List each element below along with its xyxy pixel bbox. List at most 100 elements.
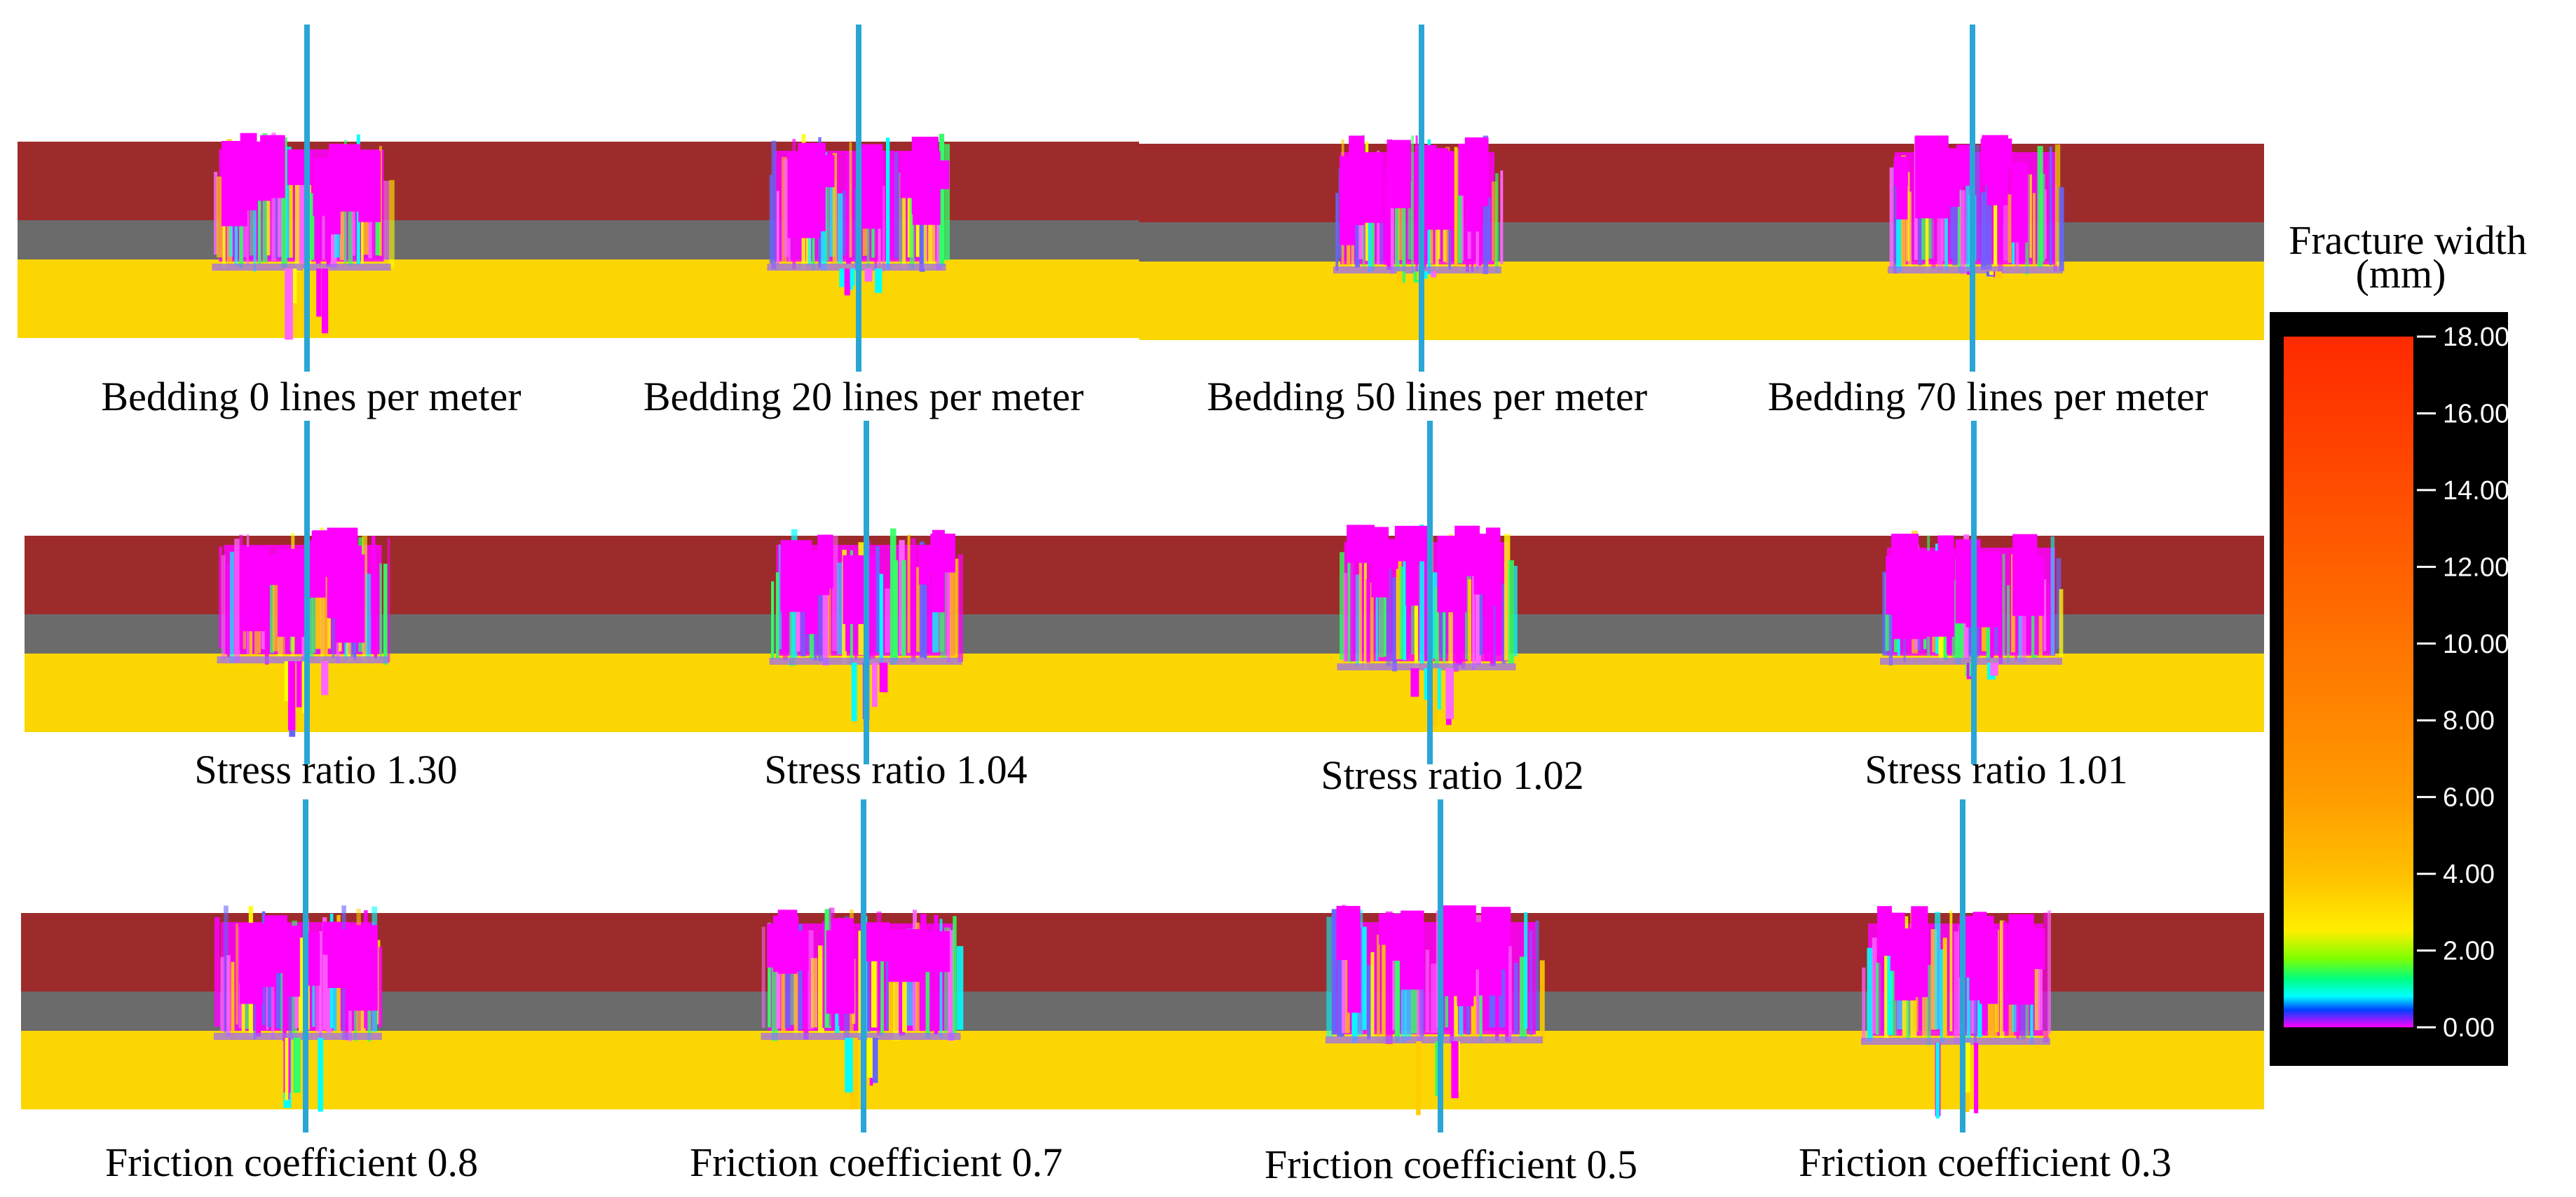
fracture-strand [2038,961,2043,1031]
fracture-strand [1504,534,1511,661]
fracture-tail [1435,1041,1438,1097]
fracture-strand [958,554,963,662]
fracture-strand [909,182,915,270]
fracture-network [1888,135,2064,278]
fracture-strand [387,538,390,663]
fracture-strand [781,966,786,1036]
fracture-tail [321,269,329,334]
layer-lower [1707,654,2264,732]
fracture-strand [953,916,957,1035]
fracture-strand [1893,163,1898,274]
fracture-tail [302,661,306,713]
fracture-network [1333,135,1504,285]
fracture-strand [1495,577,1501,656]
fracture-tail [318,1038,324,1112]
fracture-strand [1891,534,1919,605]
fracture-strand [226,564,231,658]
fracture-strand [326,190,331,267]
fracture-strand [1508,560,1514,665]
fracture-strand [1999,920,2005,1039]
legend-tick-label: 10.00 [2443,630,2509,659]
fracture-strand [899,965,906,1036]
fracture-strand [1920,550,1955,637]
legend-title: Fracture width [2289,217,2527,263]
fracture-strand [925,940,930,1039]
legend-tick-label: 0.00 [2443,1013,2495,1043]
fracture-strand [807,930,814,1030]
fracture-strand [1479,151,1482,266]
fracture-strand [313,530,330,567]
fracture-strand [1326,917,1333,1038]
fracture-strand [1966,926,1971,1042]
fracture-strand [1343,572,1347,662]
fracture-strand [772,915,799,972]
fracture-strand [1940,949,1945,1043]
fracture-strand [372,536,376,654]
fracture-strand [374,574,378,659]
fracture-strand [1452,562,1459,672]
fracture-strand [336,554,365,643]
fracture-strand [1419,953,1424,1037]
fracture-tail [879,663,888,693]
fracture-strand [790,952,795,1025]
fracture-strand [257,182,261,264]
fracture-tail [292,269,297,304]
fracture-tail [839,269,845,288]
fracture-strand [782,572,788,661]
fracture-strand [1985,140,1989,271]
fracture-strand [1419,525,1424,664]
fracture-strand [805,155,835,187]
fracture-strand [2047,910,2052,1034]
fracture-strand [817,571,824,661]
fracture-strand [901,560,906,656]
fracture-strand [1998,579,2003,664]
fracture-strand [876,911,882,1036]
fracture-strand [1529,930,1533,1036]
fracture-tail [1424,271,1428,279]
fracture-tail [850,269,855,286]
fracture-strand [916,567,922,652]
fracture-strand [322,180,325,260]
fracture-strand [1457,919,1474,1006]
fracture-strand [231,961,235,1041]
fracture-strand [1378,589,1384,658]
fracture-strand [1367,965,1373,1040]
fracture-strand [907,534,911,654]
fracture-strand [286,147,292,258]
fracture-strand [271,938,275,1039]
fracture-strand [2054,144,2061,266]
fracture-strand [2030,967,2033,1044]
fracture-strand [383,180,390,260]
fracture-strand [269,569,275,654]
legend-ticks: 18.00 16.00 14.00 12.00 10.00 8.00 6.00 4.00 2.0… [2417,323,2509,1043]
fracture-network [217,527,390,737]
panel-caption: Friction coefficient 0.5 [1265,1142,1637,1187]
panel-stress-1.01: Stress ratio 1.01 [1707,421,2264,792]
fracture-strand [2012,534,2038,569]
fracture-strand [239,534,243,651]
fracture-strand [1975,144,1980,260]
fracture-strand [1402,187,1406,272]
fracture-tail [1431,668,1438,727]
fracture-strand [312,561,316,654]
legend-unit: (mm) [2356,251,2446,297]
fracture-strand [322,548,328,663]
legend-colorbar [2284,337,2413,1027]
fracture-strand [1887,931,1893,1036]
fracture-strand [348,168,353,266]
fracture-tail [845,1038,853,1093]
fracture-strand [216,176,223,258]
fracture-strand [1505,909,1511,1042]
fracture-strand [817,534,833,589]
fracture-strand [1877,906,1893,956]
fracture-strand [831,535,838,651]
fracture-strand [1347,525,1375,563]
fracture-strand [919,541,925,658]
fracture-strand [920,914,927,1032]
fracture-strand [822,921,826,1029]
fracture-strand [1935,912,1941,1029]
fracture-strand [1479,555,1483,656]
fracture-tail [1396,271,1403,285]
fracture-strand [946,556,951,663]
